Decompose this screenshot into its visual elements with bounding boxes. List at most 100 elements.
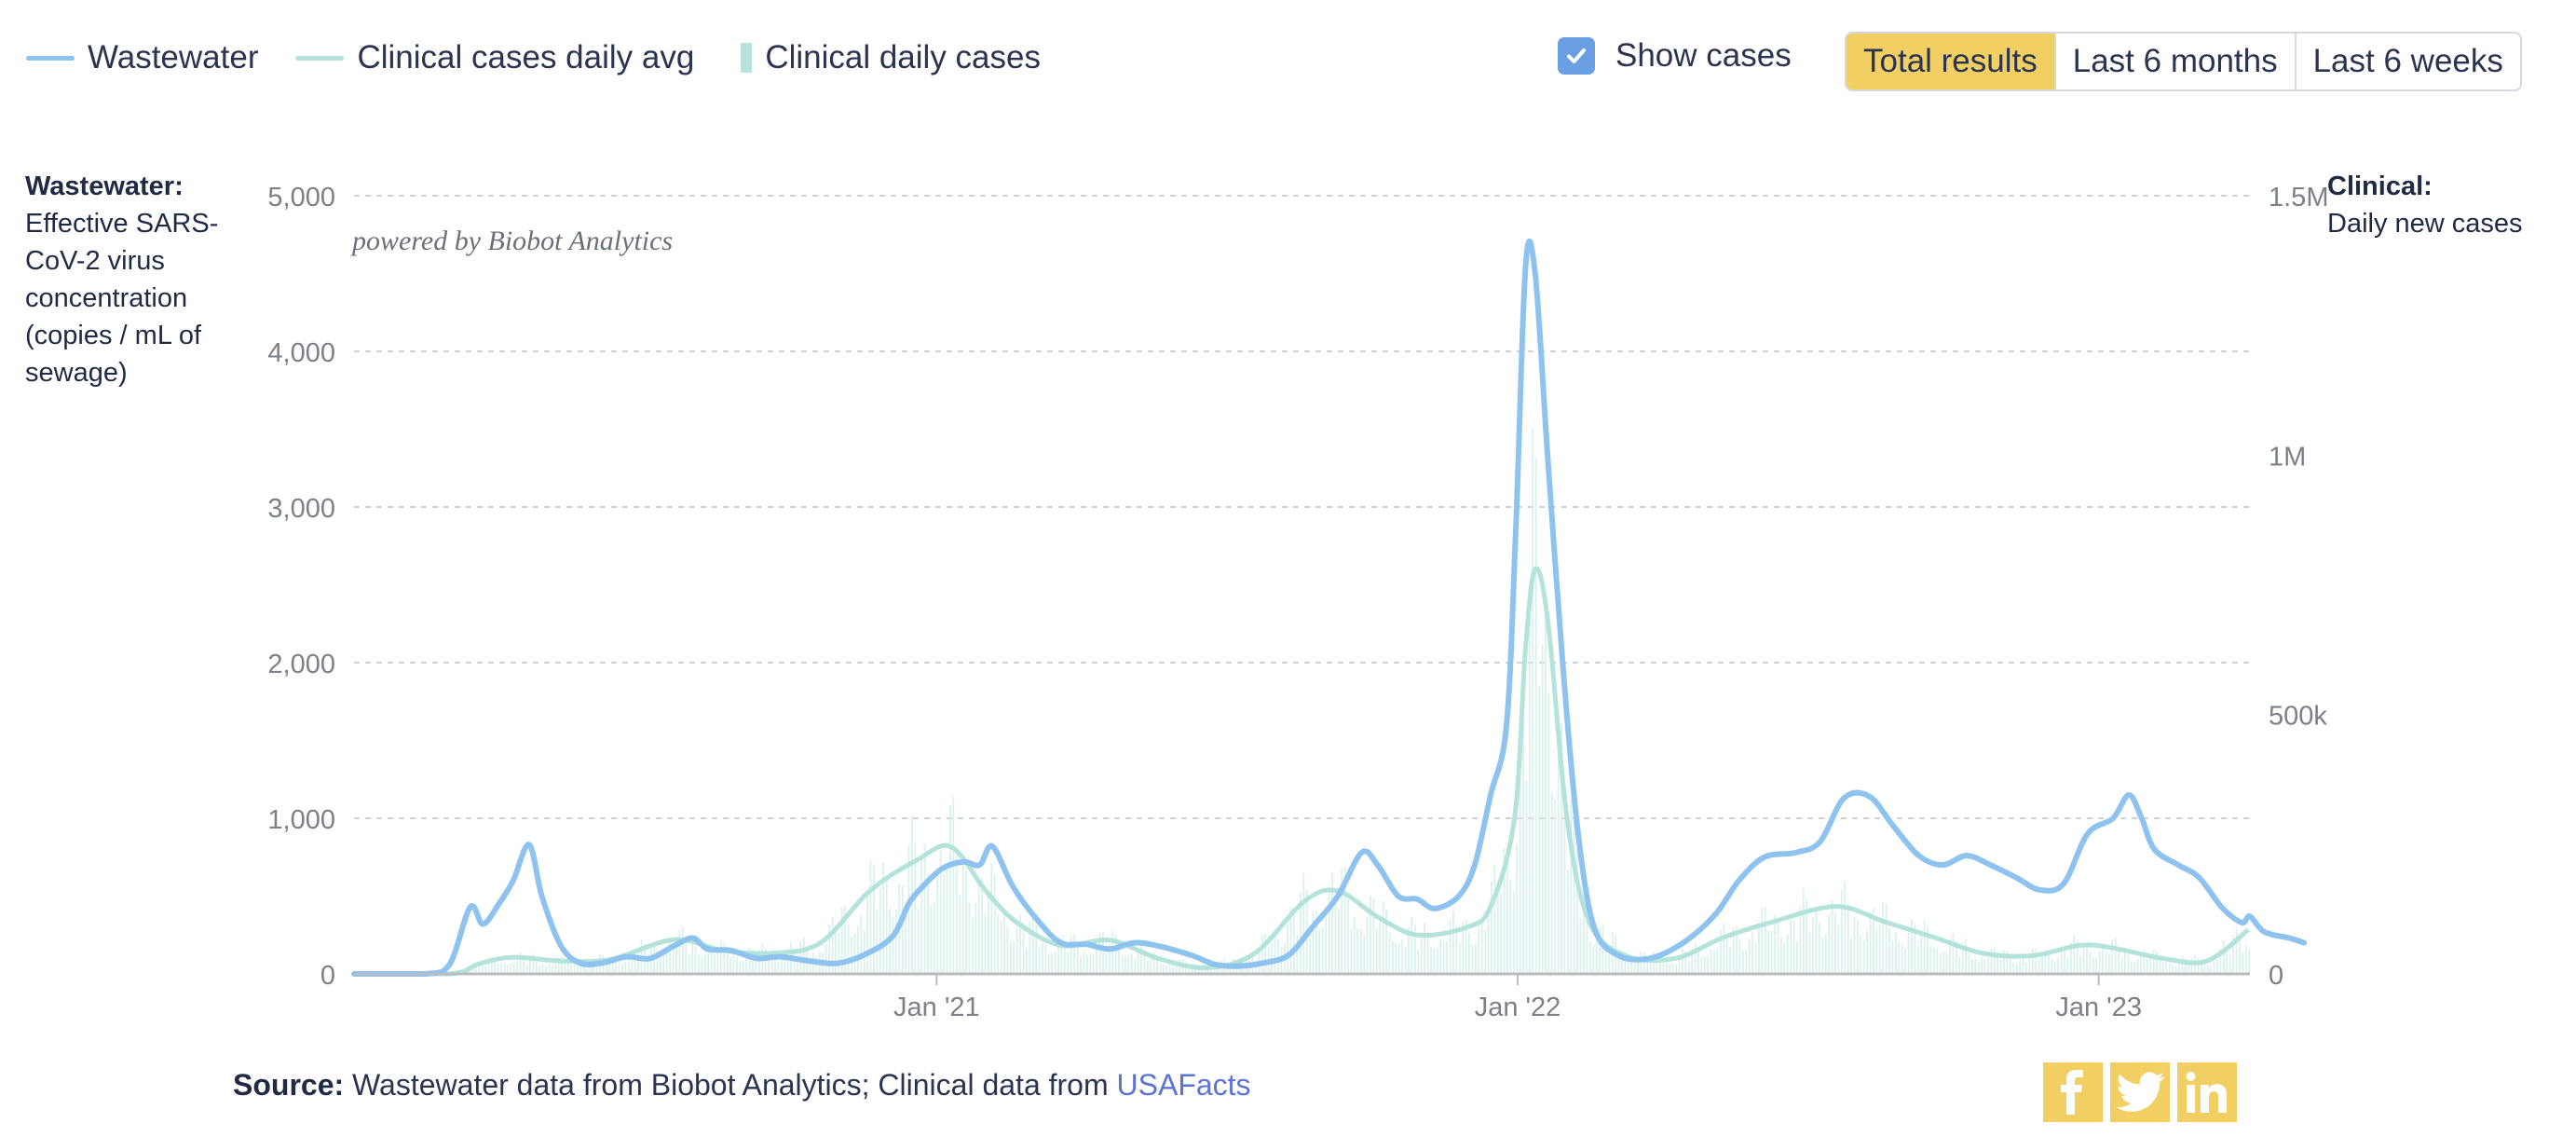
clinical-daily-bar [1057, 940, 1060, 974]
clinical-daily-bar [838, 932, 840, 974]
clinical-daily-bar [1707, 956, 1710, 974]
clinical-daily-bar [675, 947, 677, 974]
show-cases-checkbox[interactable] [1558, 37, 1595, 75]
clinical-daily-bar [669, 939, 672, 974]
clinical-daily-bar [971, 918, 974, 974]
clinical-daily-bar [1458, 944, 1461, 974]
clinical-daily-bar [755, 960, 757, 974]
grid-lines [354, 195, 2250, 819]
legend-item-wastewater[interactable]: Wastewater [26, 39, 258, 76]
clinical-daily-bar [952, 796, 955, 974]
clinical-daily-bar [777, 961, 780, 974]
clinical-daily-bar [930, 904, 933, 974]
clinical-daily-bar [1738, 938, 1741, 974]
clinical-daily-bar [2015, 963, 2018, 974]
clinical-daily-bar [946, 870, 948, 974]
clinical-daily-bar [2006, 951, 2009, 974]
clinical-daily-bar [471, 969, 474, 974]
clinical-daily-bar [1098, 932, 1101, 974]
clinical-daily-bar [1990, 948, 1993, 974]
clinical-daily-bar [1401, 939, 1404, 974]
clinical-daily-bar [1302, 872, 1305, 974]
clinical-daily-bar [656, 949, 659, 974]
clinical-daily-bar [1550, 792, 1553, 974]
clinical-daily-bar [2022, 957, 2024, 974]
show-cases-toggle[interactable]: Show cases [1558, 37, 1792, 75]
clinical-daily-bar [554, 963, 557, 974]
clinical-daily-bar [1293, 911, 1295, 974]
clinical-daily-bar [2203, 964, 2206, 974]
clinical-daily-bar [2066, 958, 2069, 974]
clinical-daily-bar [1029, 921, 1031, 974]
usafacts-link[interactable]: USAFacts [1116, 1068, 1251, 1102]
clinical-daily-bar [621, 963, 623, 974]
facebook-share-button[interactable] [2043, 1062, 2103, 1122]
clinical-daily-bar [1923, 919, 1926, 974]
clinical-daily-bar [1541, 644, 1544, 974]
clinical-daily-bar [1206, 968, 1209, 974]
clinical-daily-bar [1802, 888, 1805, 974]
linkedin-share-button[interactable] [2177, 1062, 2237, 1122]
clinical-daily-bar [1140, 943, 1142, 974]
range-button-last-6-weeks[interactable]: Last 6 weeks [2294, 34, 2520, 89]
left-y-tick-label: 2,000 [267, 650, 335, 679]
clinical-daily-bar [1824, 934, 1827, 974]
clinical-daily-bar [2162, 963, 2164, 974]
clinical-daily-bar [1143, 947, 1146, 974]
clinical-daily-bar [707, 945, 710, 974]
clinical-daily-bar [698, 954, 700, 974]
clinical-daily-bar [1796, 941, 1798, 974]
clinical-daily-bar [1468, 933, 1470, 974]
range-button-last-6-months[interactable]: Last 6 months [2053, 34, 2295, 89]
clinical-daily-bar [1188, 967, 1191, 974]
clinical-daily-bar [1493, 864, 1496, 974]
clinical-daily-bar [2201, 964, 2202, 974]
clinical-daily-bar [1993, 946, 1996, 974]
legend-item-clinical-avg[interactable]: Clinical cases daily avg [295, 39, 694, 76]
clinical-daily-bar [894, 909, 897, 974]
clinical-daily-bar [959, 894, 961, 974]
clinical-daily-bar [2143, 951, 2146, 974]
clinical-daily-bar [1888, 927, 1890, 974]
legend-item-clinical-daily[interactable]: Clinical daily cases [731, 39, 1041, 76]
clinical-daily-bar [2051, 958, 2053, 974]
clinical-daily-bar [866, 892, 868, 974]
clinical-daily-bar [691, 943, 694, 974]
clinical-daily-bar [2012, 963, 2015, 974]
twitter-share-button[interactable] [2110, 1062, 2170, 1122]
clinical-daily-bar [2019, 959, 2022, 974]
clinical-daily-bar [1000, 921, 1002, 974]
clinical-daily-bar [1083, 951, 1085, 974]
clinical-daily-bar [2206, 964, 2209, 974]
clinical-daily-bar [1356, 928, 1359, 974]
clinical-daily-bar [1019, 914, 1022, 974]
range-button-total-results[interactable]: Total results [1847, 34, 2054, 89]
clinical-daily-bar [1213, 967, 1216, 974]
right-axis-title-description: Daily new cases [2327, 209, 2523, 239]
clinical-daily-bar [1640, 952, 1642, 974]
clinical-daily-bar [774, 957, 776, 974]
clinical-daily-bar [1844, 881, 1847, 974]
clinical-daily-bar [1812, 917, 1814, 974]
clinical-daily-bar [1968, 948, 1970, 974]
clinical-daily-bar [1299, 892, 1302, 974]
clinical-daily-bar [1862, 939, 1865, 974]
clinical-daily-bar [1570, 799, 1573, 974]
clinical-daily-bar [1388, 932, 1391, 974]
clinical-daily-bar [551, 965, 553, 974]
clinical-daily-bar [1312, 911, 1315, 974]
clinical-daily-bar [1111, 930, 1114, 974]
clinical-daily-bar [990, 863, 993, 974]
clinical-daily-bar [1433, 948, 1436, 974]
clinical-daily-bar [1175, 965, 1178, 974]
clinical-daily-bar [1503, 847, 1506, 974]
clinical-daily-bar [2213, 962, 2215, 974]
clinical-daily-bar [917, 909, 920, 974]
clinical-daily-bar [1856, 920, 1859, 974]
clinical-daily-bar [1627, 962, 1629, 974]
clinical-daily-bar [1465, 920, 1467, 974]
clinical-daily-bar [726, 953, 729, 974]
clinical-daily-bar [1274, 934, 1276, 974]
clinical-daily-bar [1003, 912, 1005, 974]
clinical-daily-bar [1588, 941, 1591, 974]
